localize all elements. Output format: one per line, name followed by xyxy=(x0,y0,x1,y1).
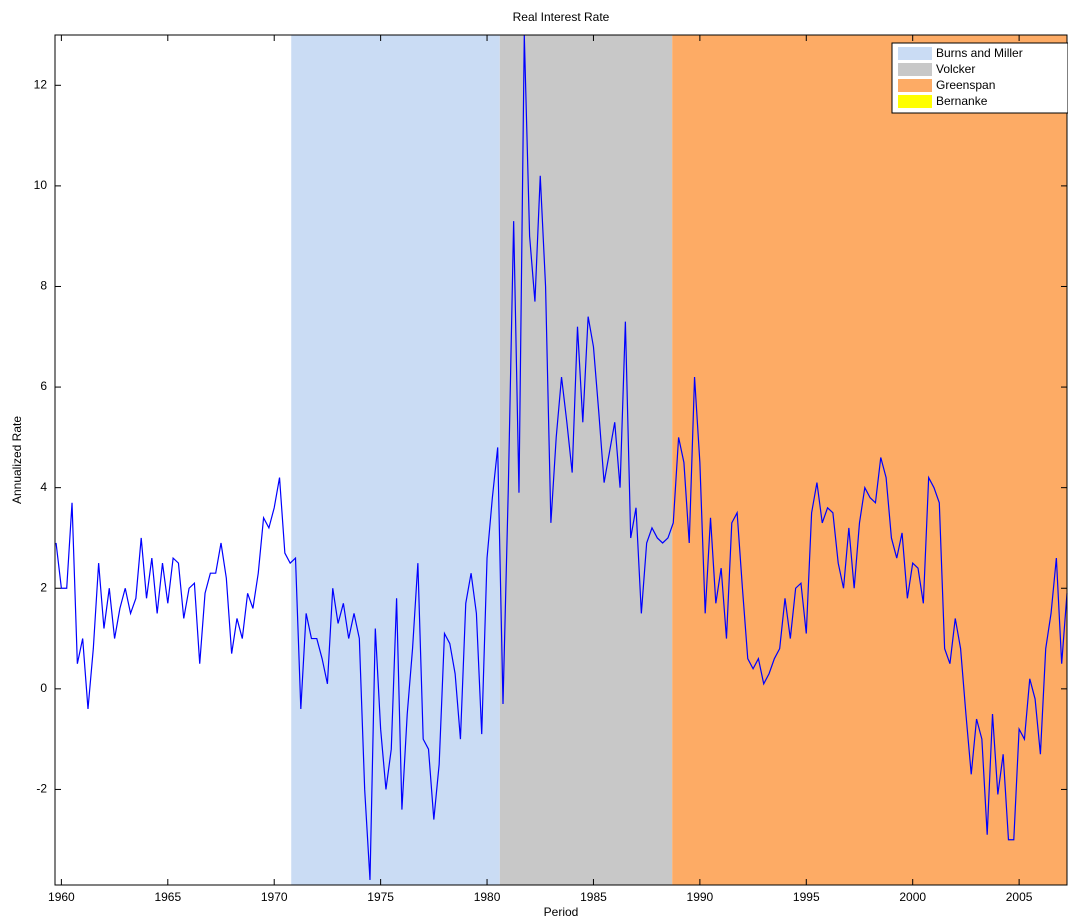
x-tick-label: 1975 xyxy=(367,890,394,904)
region xyxy=(672,35,1067,885)
y-tick-label: 12 xyxy=(34,77,48,91)
y-tick-label: 8 xyxy=(40,279,47,293)
y-axis-label: Annualized Rate xyxy=(10,416,24,504)
legend-swatch xyxy=(898,47,932,60)
y-tick-label: 6 xyxy=(40,379,47,393)
legend-swatch xyxy=(898,95,932,108)
chart-title: Real Interest Rate xyxy=(513,10,610,24)
data-line xyxy=(55,34,1068,881)
legend-label: Greenspan xyxy=(936,78,995,92)
x-tick-label: 1960 xyxy=(48,890,75,904)
legend-label: Bernanke xyxy=(936,94,988,108)
x-axis-label: Period xyxy=(544,905,579,919)
region xyxy=(291,35,500,885)
region xyxy=(499,35,673,885)
y-tick-label: 0 xyxy=(40,681,47,695)
x-tick-label: 1970 xyxy=(261,890,288,904)
x-tick-label: 1980 xyxy=(474,890,501,904)
legend-label: Burns and Miller xyxy=(936,46,1023,60)
x-tick-label: 2000 xyxy=(899,890,926,904)
x-tick-label: 2005 xyxy=(1006,890,1033,904)
x-tick-label: 1965 xyxy=(154,890,181,904)
y-tick-label: 10 xyxy=(34,178,48,192)
legend-swatch xyxy=(898,79,932,92)
y-tick-label: 4 xyxy=(40,480,47,494)
legend-label: Volcker xyxy=(936,62,975,76)
y-tick-label: 2 xyxy=(40,580,47,594)
legend-swatch xyxy=(898,63,932,76)
x-tick-label: 1985 xyxy=(580,890,607,904)
plot-frame xyxy=(54,34,1068,886)
y-tick-label: -2 xyxy=(36,782,47,796)
x-tick-label: 1990 xyxy=(687,890,714,904)
x-tick-label: 1995 xyxy=(793,890,820,904)
